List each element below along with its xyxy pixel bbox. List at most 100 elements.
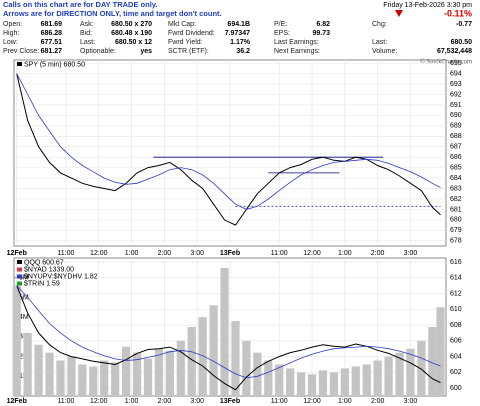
volume-bar (242, 340, 251, 396)
note: Calls on this chart are for DAY TRADE on… (3, 0, 157, 9)
cell-label: Last Earnings: (274, 39, 319, 46)
volume-bar (154, 348, 164, 396)
y-tick-label: 616 (450, 259, 462, 266)
y-tick-label: 678 (450, 238, 462, 245)
y-tick-label: 687 (450, 144, 462, 151)
x-tick-label: 3:00 (190, 398, 204, 405)
cell-value: 1.17% (230, 39, 251, 46)
cell-label: Prev Close: (3, 48, 39, 55)
cell-value: 680.48 x 190 (111, 30, 152, 37)
volume-bar (34, 344, 43, 396)
volume-bar (231, 321, 240, 396)
note: Arrows are for DIRECTION ONLY, time and … (3, 9, 222, 18)
cell-value: -0.77 (456, 21, 472, 28)
moving-average (16, 73, 441, 210)
x-tick-label: 12:00 (303, 398, 321, 405)
volume-bar (286, 368, 295, 396)
x-tick-label: 2:00 (158, 250, 172, 257)
volume-bar (307, 374, 317, 396)
volume-bar (406, 348, 415, 396)
cell-label: SCTR (ETF): (168, 48, 209, 55)
volume-bar (384, 356, 393, 396)
cell-value: 681.69 (41, 21, 63, 28)
cell-value: 680.50 x 270 (111, 21, 152, 28)
cell-label: Next Earnings: (274, 48, 320, 55)
volume-bar (428, 327, 437, 396)
volume-bar (122, 346, 131, 396)
volume-bar (45, 352, 54, 396)
y-tick-label: 610 (450, 306, 462, 313)
volume-bar (198, 317, 207, 396)
x-tick-label: 1:00 (125, 398, 139, 405)
cell-value: 36.2 (236, 48, 250, 55)
volume-bar (329, 372, 338, 396)
y-tick-label: 682 (450, 196, 462, 203)
down-arrow (395, 10, 403, 17)
cell-value: 681.27 (41, 48, 63, 55)
y-tick-label: 680 (450, 217, 462, 224)
volume-bar (395, 352, 404, 396)
volume-bar (275, 364, 284, 396)
volume-bar (187, 327, 196, 396)
cell-value: 694.1B (227, 21, 250, 28)
x-tick-label: 12Feb (7, 398, 27, 405)
x-tick-label: 2:00 (371, 398, 385, 405)
y-tick-label: 690 (450, 112, 462, 119)
x-tick-label: 12Feb (7, 250, 27, 257)
x-tick-label: 12:00 (90, 398, 108, 405)
y-tick-label: 689 (450, 123, 462, 130)
price-line (16, 73, 441, 226)
x-tick-label: 13Feb (220, 250, 240, 257)
cell-label: Ask: (80, 21, 94, 28)
cell-label: Open: (3, 21, 22, 28)
volume-bar (67, 356, 76, 396)
y2-tick-label: 5M (19, 294, 29, 301)
change-pct: -0.11% (444, 8, 472, 18)
cell-label: Low: (3, 39, 18, 46)
x-tick-label: 11:00 (271, 398, 288, 405)
cell-value: 6.82 (316, 21, 330, 28)
y2-tick-label: 4M (19, 314, 29, 321)
volume-bar (78, 364, 87, 396)
cell-value: 67,532,448 (437, 48, 472, 55)
cell-label: Fwrd Dividend: (168, 30, 215, 37)
legend-label: $NYUPV:$NYDHV 1.82 (24, 273, 98, 280)
x-tick-label: 2:00 (371, 250, 385, 257)
x-tick-label: 11:00 (57, 398, 74, 405)
y-tick-label: 693 (450, 81, 462, 88)
cell-label: P/E: (274, 21, 287, 28)
y-tick-label: 684 (450, 175, 462, 182)
y-tick-label: 612 (450, 290, 462, 297)
volume-bar (89, 366, 98, 396)
volume-bar (23, 332, 32, 396)
x-tick-label: 11:00 (57, 250, 74, 257)
quote-table: Open: 681.69 Ask: 680.50 x 270 Mkt Cap: 694.1… (3, 21, 472, 55)
volume-bar (373, 360, 382, 396)
x-tick-label: 12:00 (90, 250, 108, 257)
cell-value: 680.50 (451, 39, 473, 46)
volume-bar (253, 352, 262, 396)
volume-bar (56, 360, 65, 396)
y-tick-label: 695 (450, 60, 462, 67)
x-tick-label: 13Feb (220, 398, 240, 405)
y-tick-label: 602 (450, 369, 462, 376)
legend-label: $NYAD 1339.00 (24, 266, 74, 273)
volume-bar (351, 366, 360, 396)
x-tick-label: 1:00 (125, 250, 139, 257)
volume-bar (12, 285, 21, 396)
y-tick-label: 685 (450, 164, 462, 171)
volume-bar (318, 370, 328, 396)
volume-bar (100, 360, 109, 396)
x-tick-label: 3:00 (190, 250, 204, 257)
cell-label: Chg: (372, 21, 387, 28)
legend-swatch (17, 267, 22, 272)
volume-bar (143, 358, 153, 396)
volume-bar (220, 267, 229, 396)
y-tick-label: 692 (450, 91, 462, 98)
y-tick-label: 606 (450, 338, 462, 345)
cell-value: 677.51 (41, 39, 63, 46)
legend-label: $TRIN 1.59 (24, 280, 60, 287)
y-tick-label: 608 (450, 322, 462, 329)
